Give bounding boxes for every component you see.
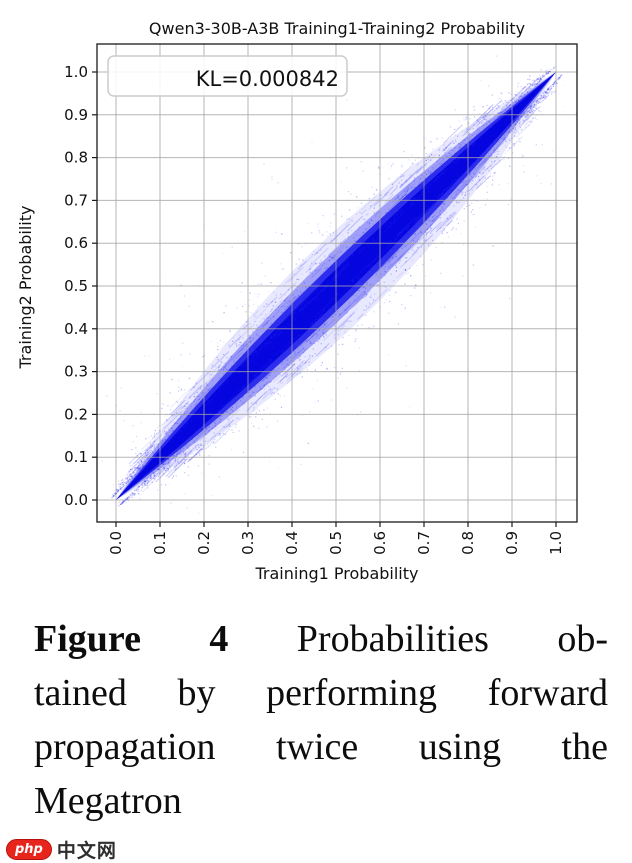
figure-chart: Qwen3-30B-A3B Training1-Training2 Probab… xyxy=(16,19,578,583)
caption-figure-label: Figure xyxy=(34,618,141,660)
caption-word: tained xyxy=(34,672,127,714)
x-axis-label: Training1 Probability xyxy=(255,564,419,583)
x-tick-label: 0.9 xyxy=(503,531,521,555)
x-tick-label: 0.5 xyxy=(327,531,345,555)
caption-figure-label: 4 xyxy=(209,618,229,660)
y-tick-label: 0.0 xyxy=(64,491,88,509)
probability-scatter-plot: Qwen3-30B-A3B Training1-Training2 Probab… xyxy=(16,19,578,583)
x-tick-label: 0.7 xyxy=(415,531,433,555)
caption-word: propagation xyxy=(34,726,216,768)
caption-line: tained by performing forward xyxy=(34,666,608,720)
x-tick-label: 0.2 xyxy=(195,531,213,555)
kl-annotation-text: KL=0.000842 xyxy=(196,67,339,91)
watermark-site-text: 中文网 xyxy=(56,839,117,862)
caption-word: twice xyxy=(275,726,359,768)
caption-word: Probabilities xyxy=(296,618,489,660)
figure-caption: Figure 4 Probabilities ob-tained by performin… xyxy=(34,612,608,828)
x-tick-label: 0.1 xyxy=(151,531,169,555)
php-logo-badge: php xyxy=(6,838,52,860)
x-tick-label: 1.0 xyxy=(547,531,565,555)
y-tick-labels: 0.0 0.1 0.2 0.3 0.4 0.5 0.6 0.7 0.8 0.9 1.0 xyxy=(64,63,88,509)
y-tick-label: 0.1 xyxy=(64,448,88,466)
tick-marks xyxy=(92,71,557,527)
scatter-halo-points xyxy=(101,55,577,514)
caption-word: ob- xyxy=(557,618,608,660)
caption-line: Figure 4 Probabilities ob- xyxy=(34,612,608,666)
kl-annotation-box: KL=0.000842 xyxy=(107,55,348,97)
caption-word: using xyxy=(418,726,502,768)
caption-line: propagation twice using the xyxy=(34,720,608,774)
y-tick-label: 0.2 xyxy=(64,405,88,423)
caption-word: forward xyxy=(487,672,608,714)
x-tick-label: 0.8 xyxy=(459,531,477,555)
caption-word: performing xyxy=(266,672,438,714)
x-tick-label: 0.4 xyxy=(283,531,301,555)
axes-spines xyxy=(96,43,578,523)
y-tick-label: 0.4 xyxy=(64,320,88,338)
x-tick-label: 0.0 xyxy=(107,531,125,555)
grid-lines xyxy=(97,44,577,522)
y-tick-label: 0.8 xyxy=(64,149,88,167)
y-tick-label: 0.7 xyxy=(64,191,88,209)
chart-title: Qwen3-30B-A3B Training1-Training2 Probab… xyxy=(149,19,525,38)
caption-word: by xyxy=(177,672,216,714)
x-tick-label: 0.6 xyxy=(371,531,389,555)
x-tick-labels: 0.0 0.1 0.2 0.3 0.4 0.5 0.6 0.7 0.8 0.9 1.0 xyxy=(107,531,565,555)
caption-word: the xyxy=(561,726,608,768)
caption-word: Megatron xyxy=(34,780,182,822)
x-tick-label: 0.3 xyxy=(239,531,257,555)
y-tick-label: 0.6 xyxy=(64,234,88,252)
y-tick-label: 0.3 xyxy=(64,363,88,381)
y-tick-label: 0.9 xyxy=(64,106,88,124)
caption-line: Megatron xyxy=(34,774,608,828)
kl-annotation-frame xyxy=(107,55,348,97)
watermark: php 中文网 xyxy=(6,838,117,862)
y-tick-label: 1.0 xyxy=(64,63,88,81)
y-tick-label: 0.5 xyxy=(64,277,88,295)
y-axis-label: Training2 Probability xyxy=(16,206,35,370)
